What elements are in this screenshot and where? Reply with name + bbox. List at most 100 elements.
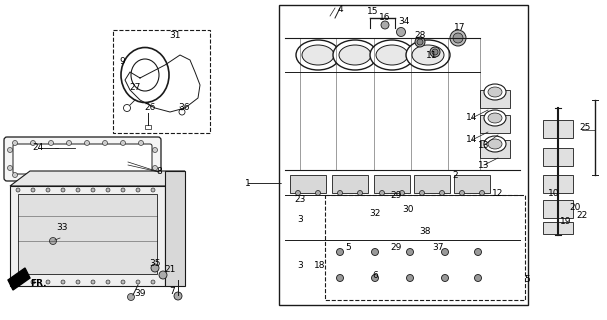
Ellipse shape (339, 45, 371, 65)
Bar (543, 222, 573, 234)
Ellipse shape (152, 165, 157, 171)
Text: 28: 28 (415, 30, 426, 39)
Ellipse shape (151, 188, 155, 192)
Ellipse shape (337, 190, 342, 196)
Text: 14: 14 (466, 135, 478, 145)
Ellipse shape (151, 264, 159, 272)
Ellipse shape (333, 40, 377, 70)
Bar (543, 148, 573, 166)
Bar (543, 200, 573, 218)
FancyBboxPatch shape (4, 137, 161, 181)
Ellipse shape (106, 188, 110, 192)
Text: 8: 8 (156, 167, 162, 177)
Ellipse shape (103, 140, 107, 146)
Bar (480, 115, 510, 133)
Ellipse shape (488, 87, 502, 97)
Ellipse shape (453, 33, 463, 43)
Ellipse shape (136, 280, 140, 284)
Ellipse shape (488, 113, 502, 123)
Text: 1: 1 (245, 179, 251, 188)
Text: 19: 19 (560, 218, 572, 227)
Ellipse shape (13, 140, 18, 146)
Ellipse shape (488, 139, 502, 149)
Text: 26: 26 (144, 103, 155, 113)
Ellipse shape (302, 45, 334, 65)
Polygon shape (165, 171, 185, 286)
Ellipse shape (174, 292, 182, 300)
Ellipse shape (106, 280, 110, 284)
Ellipse shape (31, 280, 35, 284)
Bar (543, 120, 573, 138)
Ellipse shape (376, 45, 408, 65)
Text: 5: 5 (345, 244, 351, 252)
Ellipse shape (30, 172, 35, 178)
Bar (10, 186, 165, 286)
Polygon shape (10, 171, 185, 186)
Bar (374, 175, 410, 193)
Text: 37: 37 (432, 244, 444, 252)
Text: 21: 21 (164, 266, 175, 275)
Ellipse shape (475, 275, 481, 282)
Ellipse shape (371, 275, 379, 282)
Ellipse shape (296, 190, 300, 196)
Ellipse shape (336, 275, 344, 282)
Text: 33: 33 (56, 223, 68, 233)
Text: 22: 22 (577, 211, 588, 220)
Text: 18: 18 (314, 260, 326, 269)
Ellipse shape (441, 275, 449, 282)
Text: 31: 31 (169, 30, 181, 39)
Text: 15: 15 (367, 7, 379, 17)
Text: 16: 16 (379, 13, 391, 22)
Ellipse shape (46, 188, 50, 192)
Text: 35: 35 (149, 259, 161, 268)
Ellipse shape (396, 28, 405, 36)
Ellipse shape (121, 188, 125, 192)
Bar (414, 175, 450, 193)
Ellipse shape (76, 280, 80, 284)
Ellipse shape (67, 140, 72, 146)
Ellipse shape (31, 188, 35, 192)
Text: 7: 7 (169, 287, 175, 297)
Ellipse shape (138, 172, 143, 178)
Ellipse shape (151, 280, 155, 284)
Ellipse shape (84, 140, 89, 146)
Text: 17: 17 (454, 23, 466, 33)
Ellipse shape (415, 37, 425, 47)
Ellipse shape (91, 188, 95, 192)
Text: 9: 9 (119, 58, 125, 67)
Bar (454, 175, 490, 193)
Ellipse shape (407, 275, 413, 282)
Ellipse shape (103, 172, 107, 178)
Text: 36: 36 (178, 103, 190, 113)
Ellipse shape (475, 249, 481, 255)
Ellipse shape (61, 188, 65, 192)
Ellipse shape (50, 237, 56, 244)
Ellipse shape (76, 188, 80, 192)
Bar (480, 140, 510, 158)
Text: 3: 3 (297, 260, 303, 269)
Bar (279, 5, 528, 305)
Text: 3: 3 (297, 215, 303, 225)
Ellipse shape (49, 140, 53, 146)
Text: 29: 29 (390, 244, 402, 252)
Text: 38: 38 (419, 228, 431, 236)
Ellipse shape (417, 39, 423, 45)
Text: 4: 4 (337, 5, 343, 14)
Ellipse shape (381, 21, 389, 29)
Ellipse shape (121, 280, 125, 284)
Ellipse shape (480, 190, 484, 196)
Ellipse shape (61, 280, 65, 284)
Ellipse shape (30, 140, 35, 146)
Text: 6: 6 (372, 270, 378, 279)
Text: 11: 11 (426, 51, 438, 60)
Text: 10: 10 (548, 188, 560, 197)
Ellipse shape (16, 280, 20, 284)
Ellipse shape (121, 140, 126, 146)
Ellipse shape (371, 249, 379, 255)
Ellipse shape (152, 148, 157, 153)
Text: 2: 2 (452, 171, 458, 180)
Ellipse shape (412, 45, 444, 65)
Ellipse shape (7, 165, 13, 171)
Bar (543, 175, 573, 193)
Ellipse shape (127, 293, 135, 300)
